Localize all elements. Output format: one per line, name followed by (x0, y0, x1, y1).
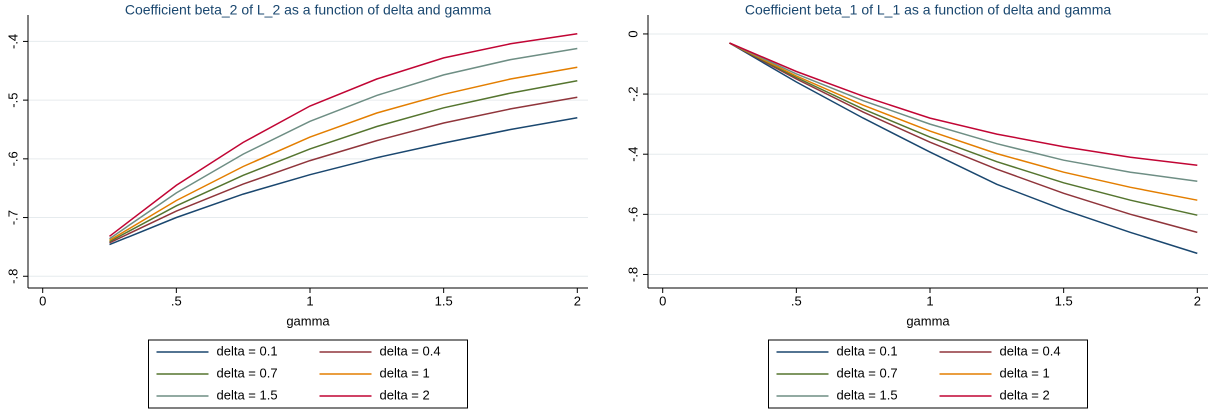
legend-label: delta = 0.7 (837, 365, 898, 380)
y-tick-label: -.5 (5, 93, 20, 108)
series-line (109, 47, 578, 240)
legend-label: delta = 0.1 (837, 343, 898, 358)
y-tick-label: -.4 (5, 34, 20, 49)
series-line (109, 66, 578, 242)
x-axis-label: gamma (286, 313, 330, 328)
x-tick-label: 2 (1194, 293, 1201, 308)
series-line (729, 42, 1198, 234)
series-line (109, 33, 578, 237)
x-tick-label: 1 (926, 293, 933, 308)
y-tick-label: -.8 (625, 267, 640, 282)
legend-label: delta = 0.4 (380, 343, 441, 358)
series-line (109, 80, 578, 243)
legend-label: delta = 1 (1000, 365, 1050, 380)
series-line (729, 42, 1198, 183)
legend-label: delta = 2 (1000, 387, 1050, 402)
x-tick-label: 0 (659, 293, 666, 308)
legend-label: delta = 2 (380, 387, 430, 402)
y-tick-label: 0 (625, 30, 640, 37)
legend-label: delta = 0.7 (217, 365, 278, 380)
series-line (109, 96, 578, 244)
y-tick-label: -.7 (5, 210, 20, 225)
y-tick-label: -.8 (5, 269, 20, 284)
x-tick-label: 2 (574, 293, 581, 308)
x-tick-label: 1.5 (435, 293, 453, 308)
legend-label: delta = 0.4 (1000, 343, 1061, 358)
y-tick-label: -.6 (625, 207, 640, 222)
chart-title: Coefficient beta_2 of L_2 as a function … (125, 2, 492, 18)
series-line (729, 42, 1198, 216)
legend-label: delta = 0.1 (217, 343, 278, 358)
series-line (729, 42, 1198, 201)
y-tick-label: -.2 (625, 86, 640, 101)
chart-title: Coefficient beta_1 of L_1 as a function … (745, 2, 1112, 18)
x-tick-label: 1 (306, 293, 313, 308)
x-tick-label: .5 (171, 293, 182, 308)
series-line (729, 42, 1198, 167)
y-tick-label: -.4 (625, 147, 640, 162)
x-tick-label: 0 (39, 293, 46, 308)
y-tick-label: -.6 (5, 151, 20, 166)
series-line (109, 116, 578, 246)
legend-label: delta = 1.5 (217, 387, 278, 402)
x-tick-label: 1.5 (1055, 293, 1073, 308)
legend-label: delta = 1.5 (837, 387, 898, 402)
x-axis-label: gamma (906, 313, 950, 328)
series-line (729, 42, 1198, 255)
legend-label: delta = 1 (380, 365, 430, 380)
x-tick-label: .5 (791, 293, 802, 308)
